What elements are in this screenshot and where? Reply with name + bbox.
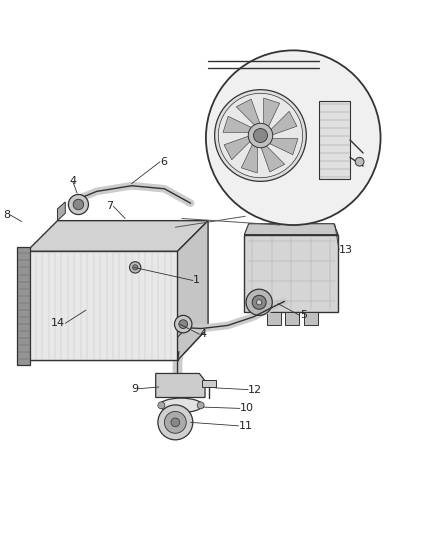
Circle shape xyxy=(179,320,187,328)
Polygon shape xyxy=(27,221,208,251)
Text: 5: 5 xyxy=(300,310,307,320)
Text: 14: 14 xyxy=(51,318,65,328)
Polygon shape xyxy=(304,312,318,325)
Polygon shape xyxy=(236,99,262,130)
Polygon shape xyxy=(244,235,338,312)
Circle shape xyxy=(164,411,186,433)
Polygon shape xyxy=(264,139,298,155)
Text: 8: 8 xyxy=(3,210,11,220)
Circle shape xyxy=(252,295,266,309)
Polygon shape xyxy=(244,224,338,235)
Polygon shape xyxy=(27,251,177,360)
Polygon shape xyxy=(266,111,297,137)
Polygon shape xyxy=(155,374,205,398)
Polygon shape xyxy=(57,202,65,221)
Text: 4: 4 xyxy=(199,329,206,339)
Text: 6: 6 xyxy=(160,157,167,167)
Circle shape xyxy=(130,262,141,273)
Polygon shape xyxy=(202,379,216,387)
Circle shape xyxy=(246,289,272,316)
Ellipse shape xyxy=(159,398,202,413)
Text: 4: 4 xyxy=(69,176,76,187)
Polygon shape xyxy=(223,116,258,132)
Polygon shape xyxy=(259,141,285,172)
Polygon shape xyxy=(267,312,281,325)
Text: 11: 11 xyxy=(239,421,253,431)
Circle shape xyxy=(218,93,303,177)
Polygon shape xyxy=(241,139,258,173)
Text: 13: 13 xyxy=(339,245,353,255)
Circle shape xyxy=(133,265,138,270)
Text: 1: 1 xyxy=(193,276,200,286)
Text: 12: 12 xyxy=(248,385,262,394)
Text: 9: 9 xyxy=(131,384,138,394)
Circle shape xyxy=(248,123,273,148)
Polygon shape xyxy=(286,312,299,325)
Polygon shape xyxy=(319,101,350,179)
Circle shape xyxy=(73,199,84,210)
Circle shape xyxy=(174,316,192,333)
Circle shape xyxy=(68,195,88,215)
Text: 10: 10 xyxy=(240,403,254,414)
Circle shape xyxy=(158,405,193,440)
Text: 7: 7 xyxy=(106,201,113,211)
Circle shape xyxy=(215,90,306,181)
Circle shape xyxy=(355,157,364,166)
Polygon shape xyxy=(177,318,185,337)
Polygon shape xyxy=(177,221,208,360)
Polygon shape xyxy=(27,328,208,360)
Circle shape xyxy=(257,300,262,305)
Polygon shape xyxy=(264,98,279,132)
Circle shape xyxy=(206,51,381,225)
Circle shape xyxy=(158,402,165,409)
Circle shape xyxy=(171,418,180,427)
Circle shape xyxy=(197,402,204,409)
Circle shape xyxy=(254,128,268,142)
Polygon shape xyxy=(17,247,30,365)
Polygon shape xyxy=(224,134,254,160)
